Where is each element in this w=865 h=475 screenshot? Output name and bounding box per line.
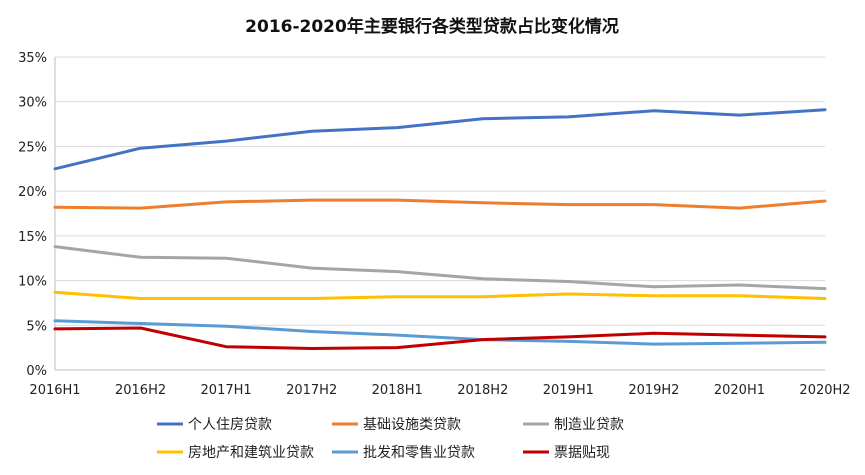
x-tick-label: 2016H1 [29,383,80,398]
y-tick-label: 5% [26,319,47,334]
legend-item: 个人住房贷款 [157,417,272,433]
y-tick-label: 10% [18,275,47,290]
series-line-4 [53,290,827,300]
x-tick-label: 2018H1 [372,383,423,398]
legend-item: 基础设施类贷款 [332,416,461,433]
legend-label: 房地产和建筑业贷款 [188,445,314,461]
legend-label: 基础设施类贷款 [363,416,461,433]
x-tick-label: 2020H1 [714,383,765,398]
legend-label: 个人住房贷款 [188,417,272,433]
legend-item: 批发和零售业贷款 [332,445,475,461]
series-line-2 [53,198,827,210]
y-axis: 0% 5% 10% 15% 20% 25% 30% 35% [18,51,56,379]
legend-label: 票据贴现 [554,445,610,461]
legend-label: 批发和零售业贷款 [363,445,475,461]
y-tick-label: 20% [18,185,47,200]
series-line-6 [53,326,827,350]
x-tick-label: 2017H1 [201,383,252,398]
x-axis: 2016H1 2016H2 2017H1 2017H2 2018H1 2018H2 2019… [29,383,850,398]
x-tick-label: 2020H2 [799,383,850,398]
chart-title: 2016-2020年主要银行各类型贷款占比变化情况 [245,16,619,37]
series-lines [53,108,827,350]
y-tick-label: 0% [26,364,47,379]
y-tick-label: 25% [18,140,47,155]
x-tick-label: 2016H2 [115,383,166,398]
series-line-5 [53,319,827,346]
legend-item: 房地产和建筑业贷款 [157,445,314,461]
series-line-1 [53,108,827,171]
y-tick-label: 30% [18,96,47,111]
x-tick-label: 2017H2 [286,383,337,398]
legend-item: 制造业贷款 [523,417,624,433]
y-tick-label: 15% [18,230,47,245]
x-tick-label: 2019H2 [628,383,679,398]
x-tick-label: 2018H2 [457,383,508,398]
series-line-3 [53,245,827,291]
y-tick-label: 35% [18,51,47,66]
x-tick-label: 2019H1 [543,383,594,398]
legend-label: 制造业贷款 [554,417,624,433]
legend-item: 票据贴现 [523,445,610,461]
